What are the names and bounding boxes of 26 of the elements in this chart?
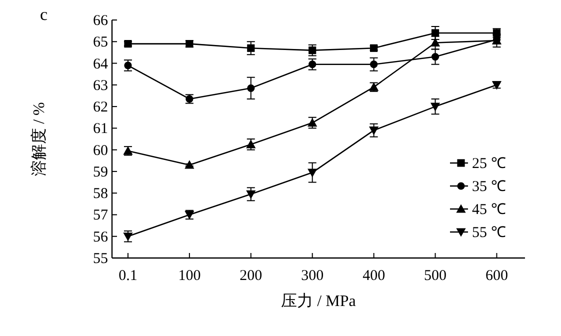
y-axis-title: 溶解度 / % — [30, 102, 48, 176]
x-axis-title: 压力 / MPa — [281, 292, 356, 310]
y-tick-label: 61 — [93, 121, 108, 138]
y-tick-label: 66 — [93, 13, 108, 29]
y-tick-label: 59 — [93, 164, 108, 180]
x-tick-label: 100 — [178, 268, 201, 284]
y-tick-label: 63 — [93, 78, 108, 94]
x-tick-label: 600 — [485, 268, 508, 284]
text: c — [40, 5, 48, 24]
y-tick-label: 55 — [93, 251, 108, 267]
x-tick-label: 400 — [362, 268, 386, 284]
x-tick-label: 300 — [301, 268, 324, 284]
y-tick-label: 58 — [93, 186, 108, 202]
legend-label: 35 ℃ — [472, 179, 506, 195]
y-tick-label: 56 — [93, 229, 108, 246]
x-tick-label: 500 — [424, 268, 447, 284]
legend-label: 55 ℃ — [472, 225, 506, 241]
legend-label: 25 ℃ — [472, 156, 506, 172]
x-tick-label: 0.1 — [118, 268, 138, 284]
y-tick-label: 62 — [93, 100, 108, 116]
legend-label: 45 ℃ — [472, 202, 506, 218]
x-tick-label: 200 — [240, 268, 262, 284]
y-tick-label: 60 — [93, 142, 108, 159]
y-tick-label: 57 — [93, 208, 108, 224]
y-tick-label: 64 — [93, 56, 108, 72]
y-tick-label: 65 — [93, 34, 108, 51]
